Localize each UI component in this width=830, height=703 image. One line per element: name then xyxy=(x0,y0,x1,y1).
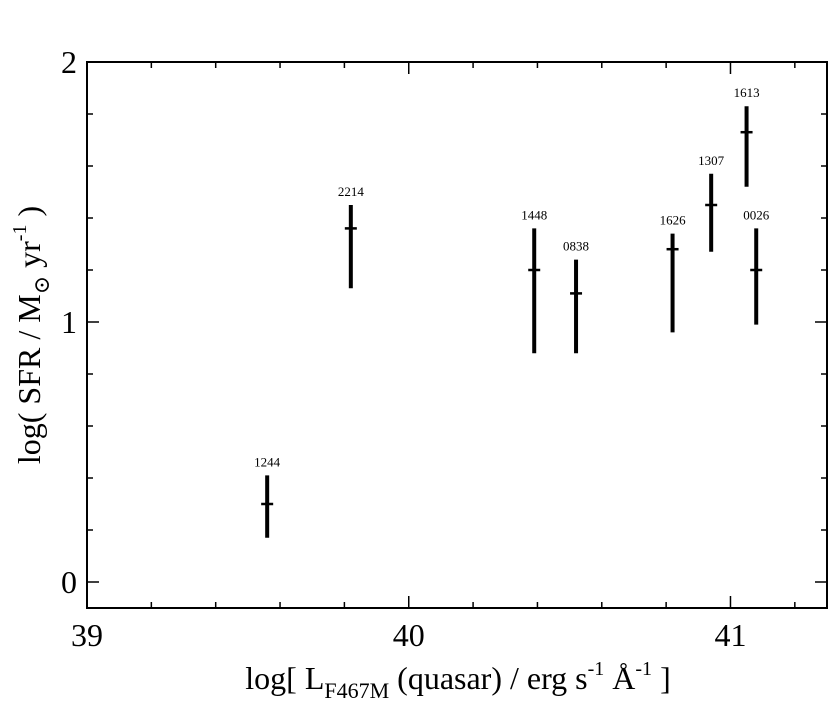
point-label: 1448 xyxy=(521,207,547,222)
point-label: 1613 xyxy=(734,85,760,100)
y-tick-label: 2 xyxy=(61,44,77,80)
point-label: 1307 xyxy=(698,153,725,168)
y-tick-label: 0 xyxy=(61,564,77,600)
point-label: 1626 xyxy=(660,213,687,228)
x-axis-label: log[ LF467M (quasar) / erg s-1 Å-1 ] xyxy=(245,658,670,703)
axis-ticks xyxy=(86,61,827,608)
x-tick-label: 39 xyxy=(71,617,103,653)
x-tick-label: 40 xyxy=(393,617,425,653)
x-tick-label: 41 xyxy=(714,617,746,653)
y-tick-label: 1 xyxy=(61,304,77,340)
point-label: 0838 xyxy=(563,239,589,254)
plot-frame xyxy=(86,61,828,609)
point-label: 2214 xyxy=(338,184,365,199)
point-label: 1244 xyxy=(254,454,281,469)
data-points: 1244 2214 1448 0838 1626 1307 1613 0026 xyxy=(254,85,770,538)
y-axis-label: log( SFR / M⊙ yr-1 ) xyxy=(9,206,54,464)
axis-tick-labels: 39 40 41 0 1 2 xyxy=(61,44,746,653)
point-label: 0026 xyxy=(743,207,770,222)
